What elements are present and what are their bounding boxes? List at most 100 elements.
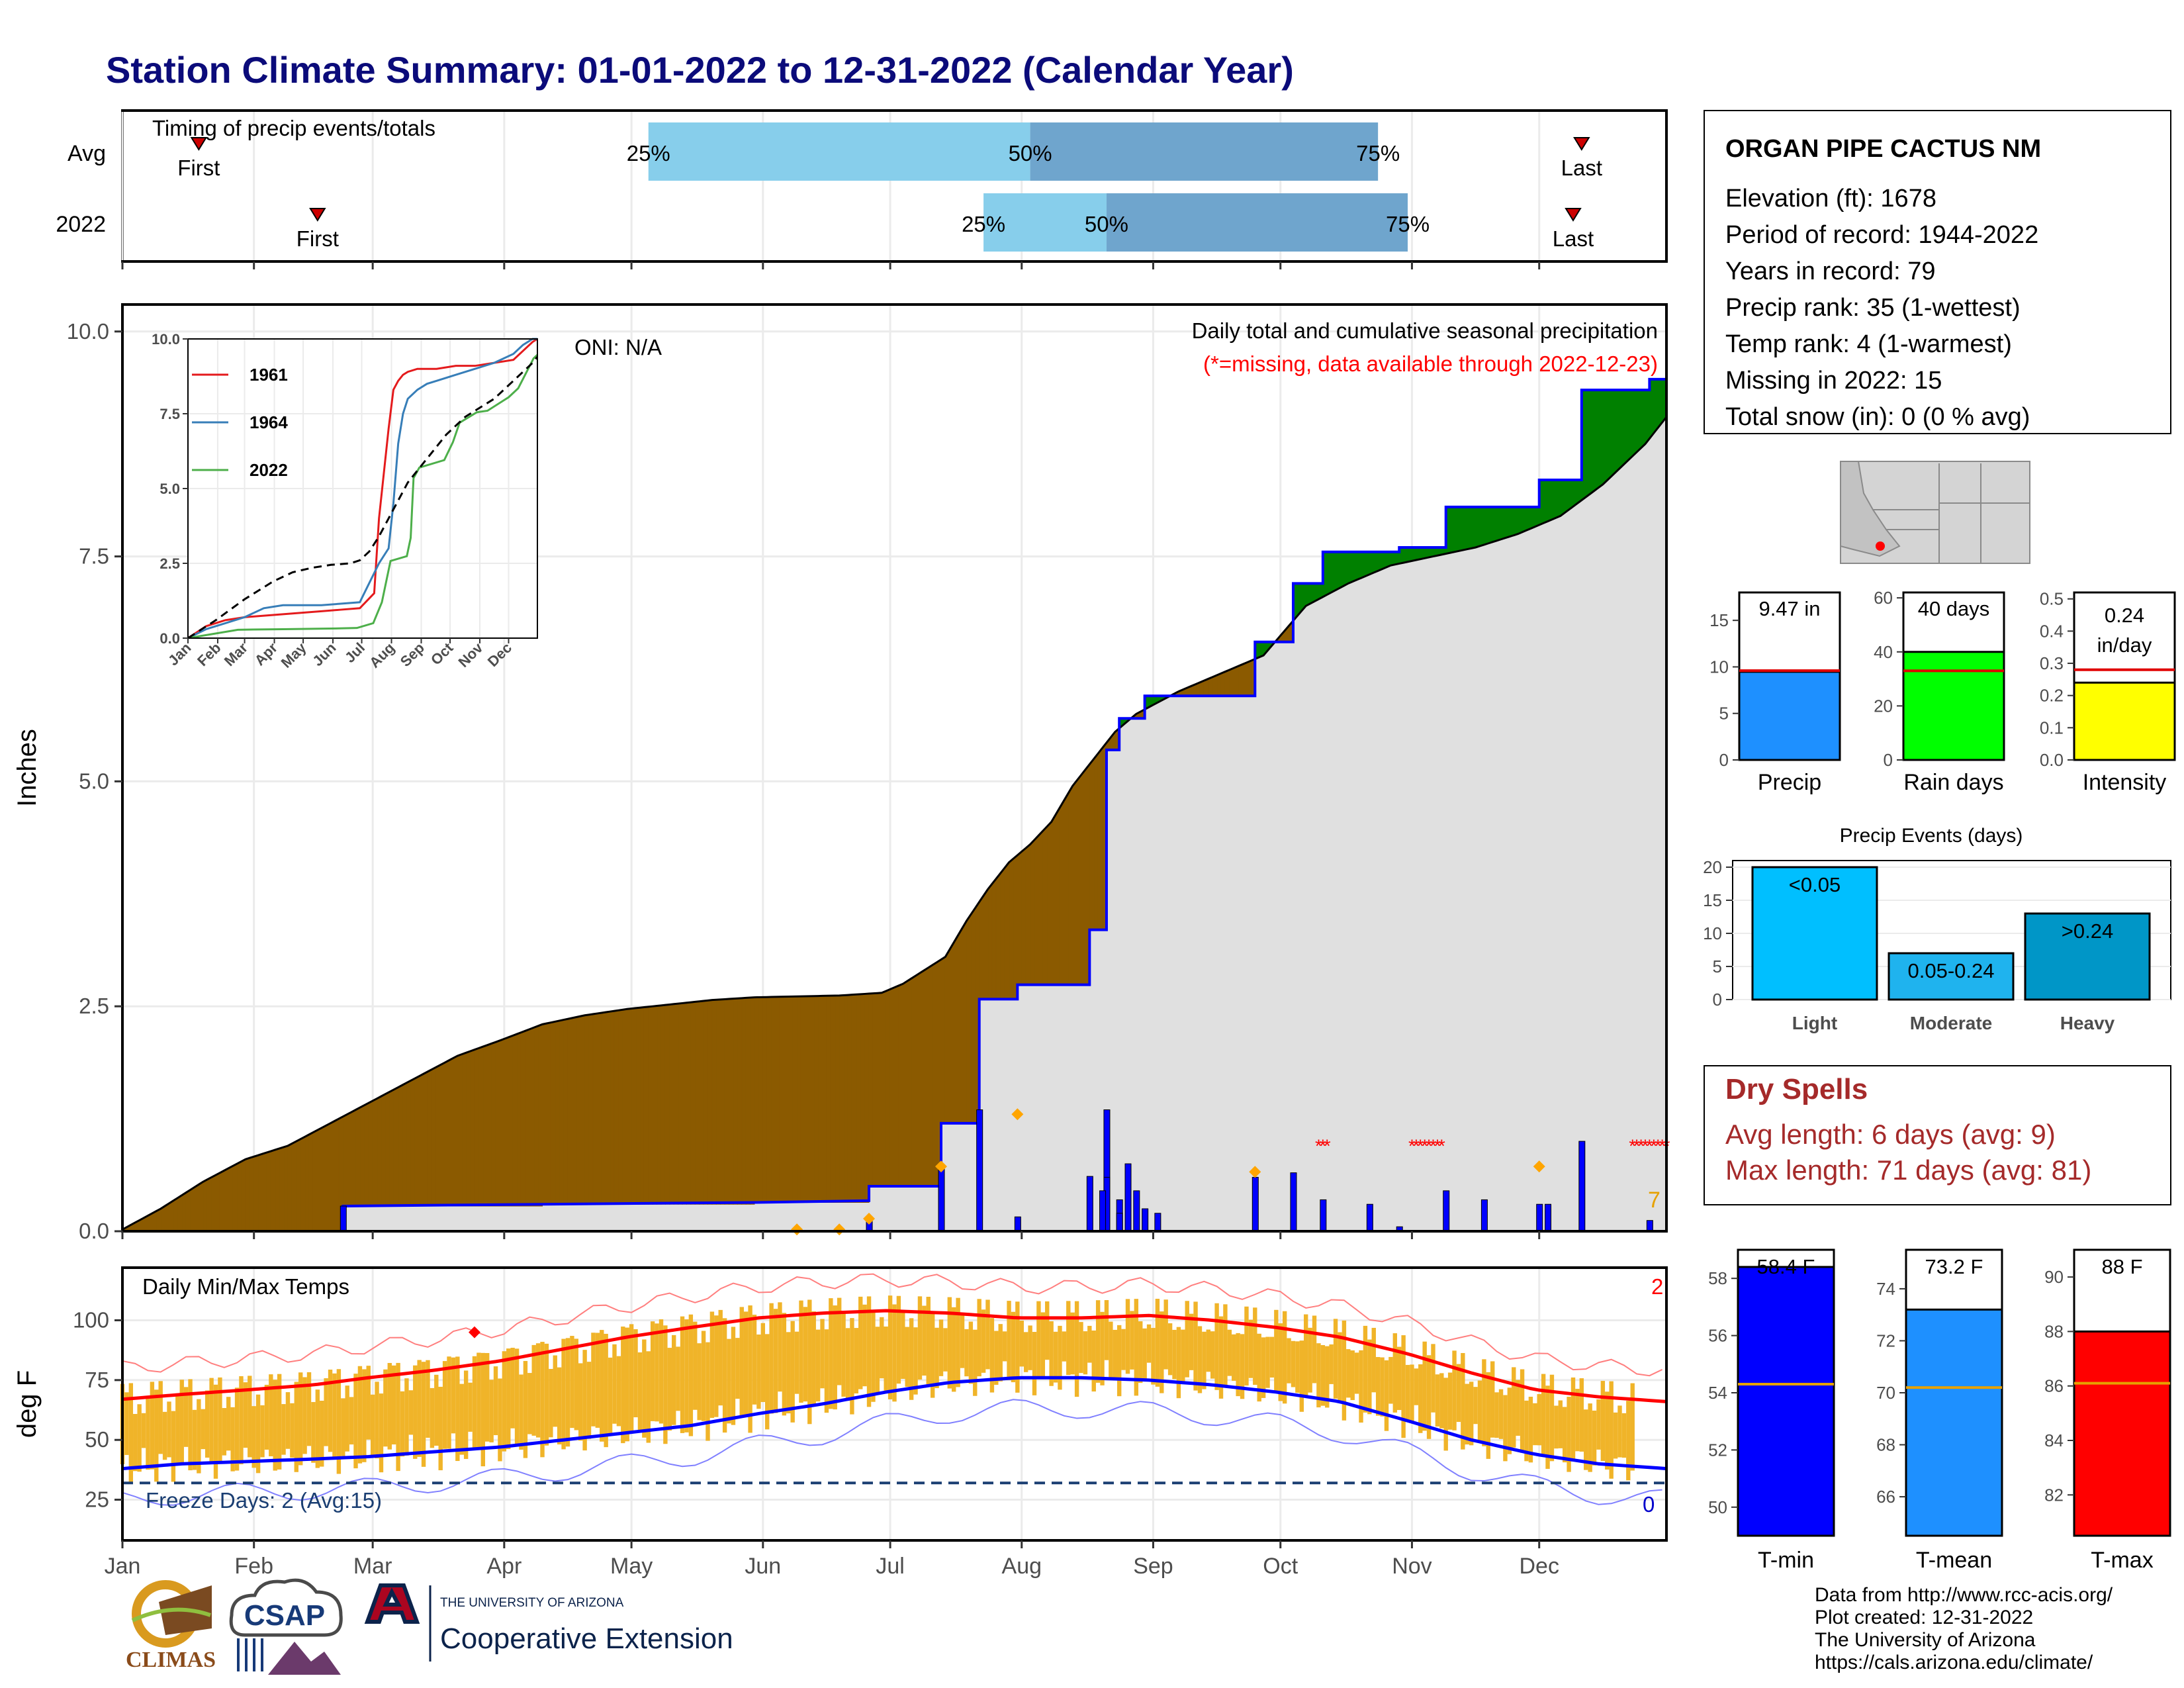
daily-temp-bar [260,1405,265,1458]
heavy-event-marker [1249,1166,1261,1178]
precip-deficit-segment [1017,851,1023,986]
daily-temp-bar [1329,1344,1334,1384]
precip-deficit-segment [567,1017,572,1205]
daily-temp-bar [731,1327,736,1425]
daily-temp-bar [277,1374,282,1470]
ua-small-text: THE UNIVERSITY OF ARIZONA [440,1596,624,1610]
month-tick-label: Apr [486,1554,522,1579]
temp-stat-y-tick-label: 82 [2044,1485,2064,1505]
timing-panel: 25% 50% 75% First Last 25% 50% 75% First Last Tim… [56,109,1668,269]
daily-temp-bar [1087,1325,1092,1363]
daily-temp-bar [684,1319,689,1432]
inset-y-tick-label: 10.0 [152,331,180,348]
daily-temp-bar [1265,1336,1270,1388]
daily-temp-bar [1418,1364,1423,1433]
precip-surplus-segment [1339,551,1345,588]
precip-deficit-segment [1220,671,1226,696]
events-category-label: Light [1792,1013,1837,1033]
precip-deficit-segment [792,996,797,1203]
precip-deficit-segment [932,961,938,1187]
temp-y-tick-label: 25 [85,1487,109,1512]
timing-pct-label: 25% [962,212,1005,236]
daily-temp-bar [663,1325,668,1444]
daily-temp-bar [850,1318,854,1415]
precip-deficit-segment [822,995,827,1203]
daily-temp-bar [553,1355,557,1427]
precip-surplus-segment [1449,506,1455,553]
daily-temp-bar [786,1332,791,1414]
precip-deficit-segment [385,1091,390,1207]
precip-deficit-segment [694,1001,700,1205]
precip-deficit-segment [720,998,725,1205]
daily-temp-bar [230,1407,235,1472]
missing-day-marker: * [1426,1135,1433,1156]
precip-deficit-segment [287,1143,293,1232]
daily-temp-bar [1363,1325,1368,1413]
daily-temp-bar [201,1409,205,1450]
missing-day-marker: * [1315,1135,1322,1156]
daily-temp-bar [655,1323,659,1422]
daily-temp-bar [549,1368,553,1438]
daily-temp-bar [434,1374,439,1446]
daily-temp-bar [1257,1333,1261,1402]
daily-temp-bar [1350,1350,1355,1401]
precip-deficit-segment [571,1016,577,1205]
stat-y-tick-label: 0.0 [2040,750,2064,770]
daily-temp-bar [459,1383,464,1455]
events-category-label: Moderate [1910,1013,1992,1033]
precip-surplus-segment [1611,389,1616,477]
precip-deficit-segment [953,933,959,1124]
precip-deficit-segment [664,1004,670,1205]
precip-surplus-segment [1518,506,1523,535]
daily-temp-bar [866,1296,872,1407]
daily-temp-bar [162,1411,167,1460]
month-tick-label: Sep [1133,1554,1173,1579]
daily-temp-bar [1160,1311,1164,1393]
daily-temp-bar [341,1398,345,1456]
daily-temp-bar [680,1316,685,1433]
precip-deficit-segment [894,985,899,1187]
timing-pct-label: 50% [1009,141,1052,165]
daily-temp-bar [858,1296,863,1389]
precip-deficit-segment [449,1057,454,1207]
precip-deficit-segment [949,941,954,1124]
precip-surplus-segment [1471,506,1477,549]
timing-marker-icon [190,137,208,151]
daily-temp-bar [612,1344,617,1424]
daily-temp-bar [171,1411,176,1482]
daily-temp-bar [1232,1334,1236,1381]
events-y-tick-label: 0 [1713,990,1722,1009]
precip-deficit-segment [1229,667,1234,696]
month-tick-label: Feb [234,1554,273,1579]
daily-temp-bar [1138,1321,1143,1383]
precip-y-tick-label: 10.0 [67,319,109,344]
daily-temp-bar [917,1296,923,1380]
precip-corner-count: 7 [1648,1188,1661,1213]
daily-temp-bar [616,1356,621,1427]
precip-surplus-segment [1458,506,1463,552]
daily-temp-bar [1447,1372,1453,1430]
precip-deficit-segment [542,1023,547,1205]
freeze-days-note: Freeze Days: 2 (Avg:15) [146,1488,382,1513]
precip-deficit-segment [508,1035,514,1207]
temp-stat-bar [1737,1266,1835,1537]
daily-temp-bar [934,1327,939,1388]
daily-precip-bar [340,1205,347,1232]
daily-temp-bar [1371,1327,1376,1393]
station-info-box: ORGAN PIPE CACTUS NM Elevation (ft): 167… [1704,110,2171,434]
daily-temp-bar [451,1357,456,1434]
stat-category-label: Precip [1758,770,1821,795]
precip-deficit-segment [156,1208,161,1232]
daily-temp-bar [1299,1340,1304,1412]
daily-temp-bar [973,1329,978,1396]
precip-surplus-segment [1496,506,1502,541]
daily-temp-bar [535,1343,541,1438]
stat-y-tick-label: 0.3 [2040,653,2064,673]
daily-temp-bar [1401,1335,1406,1438]
daily-temp-bar [1113,1329,1117,1381]
precip-deficit-segment [592,1013,598,1205]
missing-day-marker: * [1629,1135,1636,1156]
daily-temp-bar [1032,1332,1037,1395]
daily-temp-bar [1524,1400,1529,1462]
events-bar [1751,866,1878,1001]
